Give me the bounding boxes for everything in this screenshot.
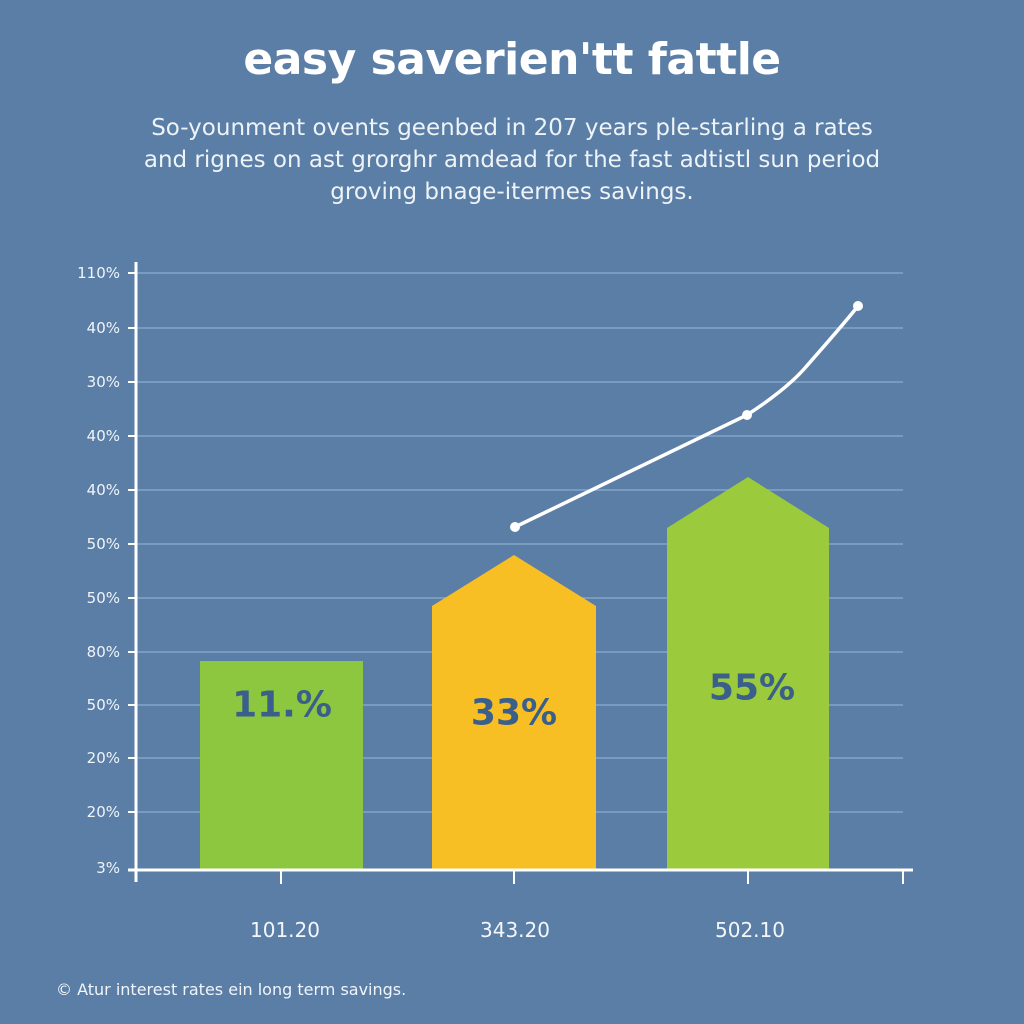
x-tick-label: 343.20 xyxy=(480,918,550,942)
y-tick-label: 50% xyxy=(86,535,120,553)
x-tick-label: 502.10 xyxy=(715,918,785,942)
y-tick-label: 50% xyxy=(86,696,120,714)
chart-subtitle: So-younment ovents geenbed in 207 years … xyxy=(100,112,924,208)
trend-point-1 xyxy=(510,522,520,532)
y-tick-label: 80% xyxy=(86,643,120,661)
x-axis-ticks xyxy=(280,870,904,884)
y-tick-label: 20% xyxy=(86,749,120,767)
bar-2 xyxy=(432,555,596,869)
bar-3-value-label: 55% xyxy=(708,667,796,709)
subtitle-line-3: groving bnage-itermes savings. xyxy=(330,179,694,205)
bar-1 xyxy=(200,661,363,869)
x-tick-label: 101.20 xyxy=(250,918,320,942)
y-tick-label: 30% xyxy=(86,373,120,391)
chart-title: easy saverien'tt fattle xyxy=(243,34,781,85)
y-tick-label: 40% xyxy=(86,481,120,499)
trend-line xyxy=(513,304,860,529)
bar-1-value-label: 11.% xyxy=(232,684,332,726)
y-tick-label: 3% xyxy=(96,859,120,877)
y-tick-label: 40% xyxy=(86,319,120,337)
y-tick-label: 50% xyxy=(86,589,120,607)
trend-point-2 xyxy=(742,410,752,420)
subtitle-line-2: and rignes on ast grorghr amdead for the… xyxy=(143,147,881,173)
footer-caption: © Atur interest rates ein long term savi… xyxy=(56,980,407,999)
subtitle-line-1: So-younment ovents geenbed in 207 years … xyxy=(151,115,873,141)
y-tick-label: 110% xyxy=(77,264,120,282)
bar-2-value-label: 33% xyxy=(470,692,558,734)
bar-3 xyxy=(667,477,829,869)
y-tick-label: 40% xyxy=(86,427,120,445)
y-tick-label: 20% xyxy=(86,803,120,821)
trend-point-3 xyxy=(853,301,863,311)
